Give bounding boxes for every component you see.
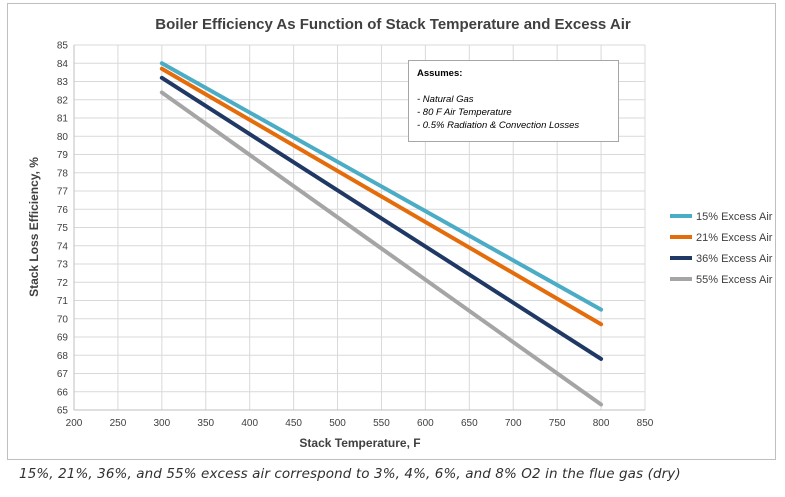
x-tick-label: 600: [417, 418, 434, 429]
x-tick-label: 450: [285, 418, 302, 429]
assumption-item: - Natural Gas: [417, 94, 474, 105]
x-tick-label: 400: [241, 418, 258, 429]
series-line: [159, 66, 604, 327]
y-tick-label: 75: [57, 223, 69, 234]
y-tick-label: 83: [57, 77, 69, 88]
y-tick-label: 66: [57, 387, 69, 398]
x-tick-label: 550: [373, 418, 390, 429]
x-tick-label: 300: [154, 418, 171, 429]
legend-label: 36% Excess Air: [696, 253, 773, 265]
legend-label: 55% Excess Air: [696, 274, 773, 286]
legend-label: 15% Excess Air: [696, 211, 773, 223]
y-tick-label: 65: [57, 406, 69, 417]
y-tick-label: 71: [57, 296, 69, 307]
y-tick-label: 74: [57, 241, 69, 252]
y-tick-label: 79: [57, 150, 69, 161]
y-tick-label: 77: [57, 187, 69, 198]
series-lines: [159, 61, 604, 407]
x-tick-label: 800: [593, 418, 610, 429]
x-tick-label: 250: [110, 418, 127, 429]
x-tick-label: 700: [505, 418, 522, 429]
x-axis-label: Stack Temperature, F: [299, 436, 420, 450]
y-tick-label: 81: [57, 114, 69, 125]
chart-svg: Boiler Efficiency As Function of Stack T…: [27, 16, 773, 450]
series-line: [159, 61, 604, 312]
y-tick-label: 73: [57, 260, 69, 271]
y-tick-label: 85: [57, 41, 69, 52]
y-tick-label: 80: [57, 132, 69, 143]
assumption-item: - 0.5% Radiation & Convection Losses: [417, 120, 580, 131]
x-tick-label: 750: [549, 418, 566, 429]
series-line: [159, 75, 604, 361]
x-tick-label: 200: [66, 418, 83, 429]
assumptions-title: Assumes:: [417, 68, 463, 79]
assumptions-box: Assumes: - Natural Gas - 80 F Air Temper…: [408, 60, 619, 142]
y-tick-label: 76: [57, 205, 69, 216]
y-tick-label: 68: [57, 351, 69, 362]
chart-frame: Boiler Efficiency As Function of Stack T…: [7, 3, 776, 460]
y-tick-label: 69: [57, 333, 69, 344]
x-tick-label: 850: [637, 418, 654, 429]
y-tick-label: 72: [57, 278, 69, 289]
series-line: [159, 90, 604, 407]
axes: [73, 45, 645, 411]
y-tick-label: 84: [57, 59, 69, 70]
assumption-item: - 80 F Air Temperature: [417, 107, 512, 118]
y-tick-label: 67: [57, 369, 69, 380]
figure-caption: 15%, 21%, 36%, and 55% excess air corres…: [19, 466, 681, 482]
x-tick-label: 650: [461, 418, 478, 429]
y-tick-label: 78: [57, 168, 69, 179]
legend: 15% Excess Air 21% Excess Air 36% Excess A…: [670, 211, 773, 286]
y-tick-label: 70: [57, 314, 69, 325]
x-tick-label: 350: [197, 418, 214, 429]
legend-label: 21% Excess Air: [696, 232, 773, 244]
y-axis-label: Stack Loss Efficiency, %: [27, 157, 41, 297]
tick-labels: 65 66 67 68 69 70 71 72 73 74 75 76 77 78 79 80 81 82 83 84…: [57, 41, 654, 430]
y-tick-label: 82: [57, 95, 69, 106]
chart-title: Boiler Efficiency As Function of Stack T…: [155, 16, 631, 33]
x-tick-label: 500: [329, 418, 346, 429]
